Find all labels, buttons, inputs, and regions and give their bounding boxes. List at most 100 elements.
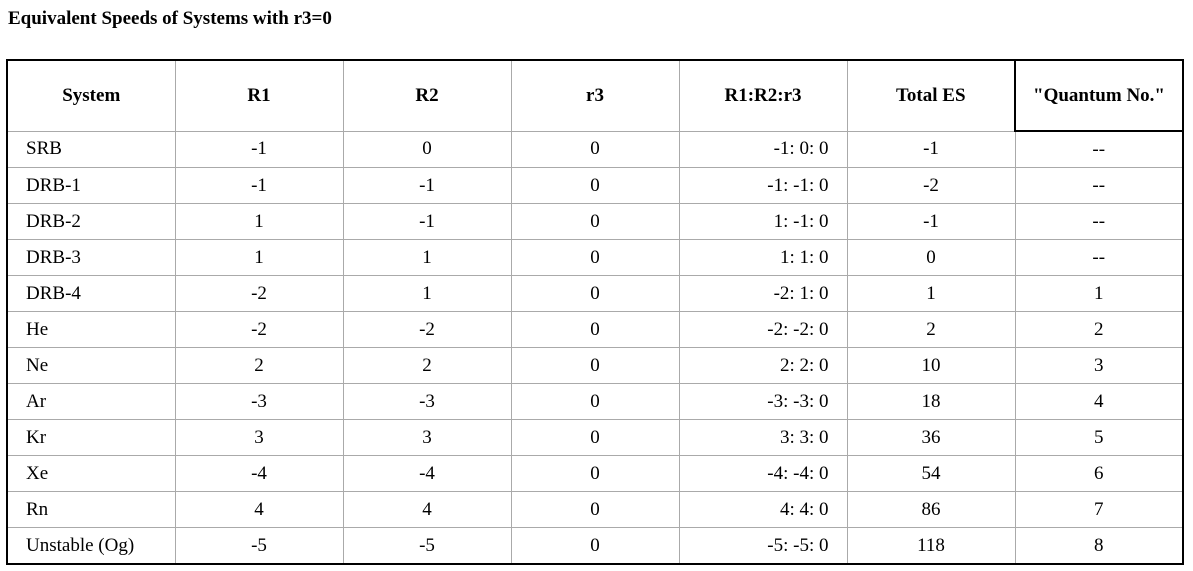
header-cell: Total ES xyxy=(846,59,1016,132)
table-row: DRB-1 -1 -1 0 -1: -1: 0 -2 -- xyxy=(6,167,1184,204)
table-cell: Kr xyxy=(6,419,176,456)
header-row: System R1 R2 r3 R1:R2:r3 Total ES "Quantum No.… xyxy=(6,59,1184,132)
table-cell: 1 xyxy=(846,275,1016,312)
title: Equivalent Speeds of Systems with r3=0 xyxy=(8,8,332,29)
table-cell: 0 xyxy=(846,239,1016,276)
table-cell: -3: -3: 0 xyxy=(678,383,848,420)
table-cell: 0 xyxy=(510,347,680,384)
table-cell: 54 xyxy=(846,455,1016,492)
table-cell: -3 xyxy=(342,383,512,420)
table-head: System R1 R2 r3 R1:R2:r3 Total ES "Quantum No.… xyxy=(6,59,1184,132)
data-table: System R1 R2 r3 R1:R2:r3 Total ES "Quantum No.… xyxy=(6,59,1184,565)
header-cell: System xyxy=(6,59,176,132)
table-cell: 7 xyxy=(1014,491,1184,528)
table-cell: 0 xyxy=(510,275,680,312)
table-cell: 0 xyxy=(510,419,680,456)
table-cell: 0 xyxy=(510,239,680,276)
table-cell: 0 xyxy=(510,527,680,565)
table-cell: -1 xyxy=(846,130,1016,168)
table-cell: -5 xyxy=(342,527,512,565)
table-cell: -2 xyxy=(846,167,1016,204)
table-cell: -5: -5: 0 xyxy=(678,527,848,565)
table-cell: 1 xyxy=(342,239,512,276)
table-cell: -- xyxy=(1014,167,1184,204)
table-cell: 0 xyxy=(342,130,512,168)
table-cell: -4 xyxy=(174,455,344,492)
table-row: SRB -1 0 0 -1: 0: 0 -1 -- xyxy=(6,130,1184,168)
header-cell: R1:R2:r3 xyxy=(678,59,848,132)
table-row: Unstable (Og) -5 -5 0 -5: -5: 0 118 8 xyxy=(6,527,1184,565)
table-cell: DRB-3 xyxy=(6,239,176,276)
table-cell: 0 xyxy=(510,383,680,420)
table-cell: DRB-1 xyxy=(6,167,176,204)
table-row: Ar -3 -3 0 -3: -3: 0 18 4 xyxy=(6,383,1184,420)
table-cell: Xe xyxy=(6,455,176,492)
table-cell: -1 xyxy=(342,203,512,240)
table-cell: 4 xyxy=(342,491,512,528)
table-cell: -2: -2: 0 xyxy=(678,311,848,348)
table-cell: DRB-4 xyxy=(6,275,176,312)
table-cell: -1 xyxy=(342,167,512,204)
table-row: Kr 3 3 0 3: 3: 0 36 5 xyxy=(6,419,1184,456)
table-cell: SRB xyxy=(6,130,176,168)
table-cell: 5 xyxy=(1014,419,1184,456)
table-body: SRB -1 0 0 -1: 0: 0 -1 -- DRB-1 -1 -1 0 -1: -1: 0 -2… xyxy=(6,130,1184,565)
table-cell: He xyxy=(6,311,176,348)
table-row: Xe -4 -4 0 -4: -4: 0 54 6 xyxy=(6,455,1184,492)
table-cell: -1 xyxy=(846,203,1016,240)
table-cell: 86 xyxy=(846,491,1016,528)
table-cell: -4: -4: 0 xyxy=(678,455,848,492)
table-cell: -1: -1: 0 xyxy=(678,167,848,204)
table-cell: Rn xyxy=(6,491,176,528)
table-cell: 6 xyxy=(1014,455,1184,492)
table-cell: 2 xyxy=(846,311,1016,348)
table-cell: 0 xyxy=(510,130,680,168)
table-cell: 1: -1: 0 xyxy=(678,203,848,240)
table-row: DRB-3 1 1 0 1: 1: 0 0 -- xyxy=(6,239,1184,276)
table-cell: 4 xyxy=(174,491,344,528)
table-cell: 10 xyxy=(846,347,1016,384)
table-cell: -1 xyxy=(174,130,344,168)
table-cell: 2 xyxy=(1014,311,1184,348)
table-cell: -1: 0: 0 xyxy=(678,130,848,168)
table-cell: -3 xyxy=(174,383,344,420)
table-cell: -4 xyxy=(342,455,512,492)
table-cell: 1 xyxy=(1014,275,1184,312)
table-cell: DRB-2 xyxy=(6,203,176,240)
table-cell: Ar xyxy=(6,383,176,420)
table-cell: 118 xyxy=(846,527,1016,565)
table-cell: 0 xyxy=(510,491,680,528)
table-cell: 1 xyxy=(174,203,344,240)
table-cell: 18 xyxy=(846,383,1016,420)
table-cell: 3 xyxy=(342,419,512,456)
table-cell: -2 xyxy=(342,311,512,348)
table-cell: 1 xyxy=(174,239,344,276)
table-cell: Ne xyxy=(6,347,176,384)
table-cell: 3 xyxy=(174,419,344,456)
table-cell: 2 xyxy=(342,347,512,384)
header-cell: "Quantum No." xyxy=(1014,59,1184,132)
table-cell: -5 xyxy=(174,527,344,565)
table-cell: 0 xyxy=(510,311,680,348)
table-cell: -2: 1: 0 xyxy=(678,275,848,312)
table-cell: 1 xyxy=(342,275,512,312)
table-cell: -- xyxy=(1014,239,1184,276)
table-cell: 36 xyxy=(846,419,1016,456)
table-cell: 8 xyxy=(1014,527,1184,565)
table-cell: -2 xyxy=(174,275,344,312)
header-cell: R1 xyxy=(174,59,344,132)
table-cell: -2 xyxy=(174,311,344,348)
table-cell: 3: 3: 0 xyxy=(678,419,848,456)
table-cell: Unstable (Og) xyxy=(6,527,176,565)
table-cell: -1 xyxy=(174,167,344,204)
header-cell: R2 xyxy=(342,59,512,132)
table-cell: 2 xyxy=(174,347,344,384)
table-cell: 0 xyxy=(510,455,680,492)
table-cell: 0 xyxy=(510,167,680,204)
table-row: Ne 2 2 0 2: 2: 0 10 3 xyxy=(6,347,1184,384)
table-cell: -- xyxy=(1014,130,1184,168)
table-cell: 3 xyxy=(1014,347,1184,384)
